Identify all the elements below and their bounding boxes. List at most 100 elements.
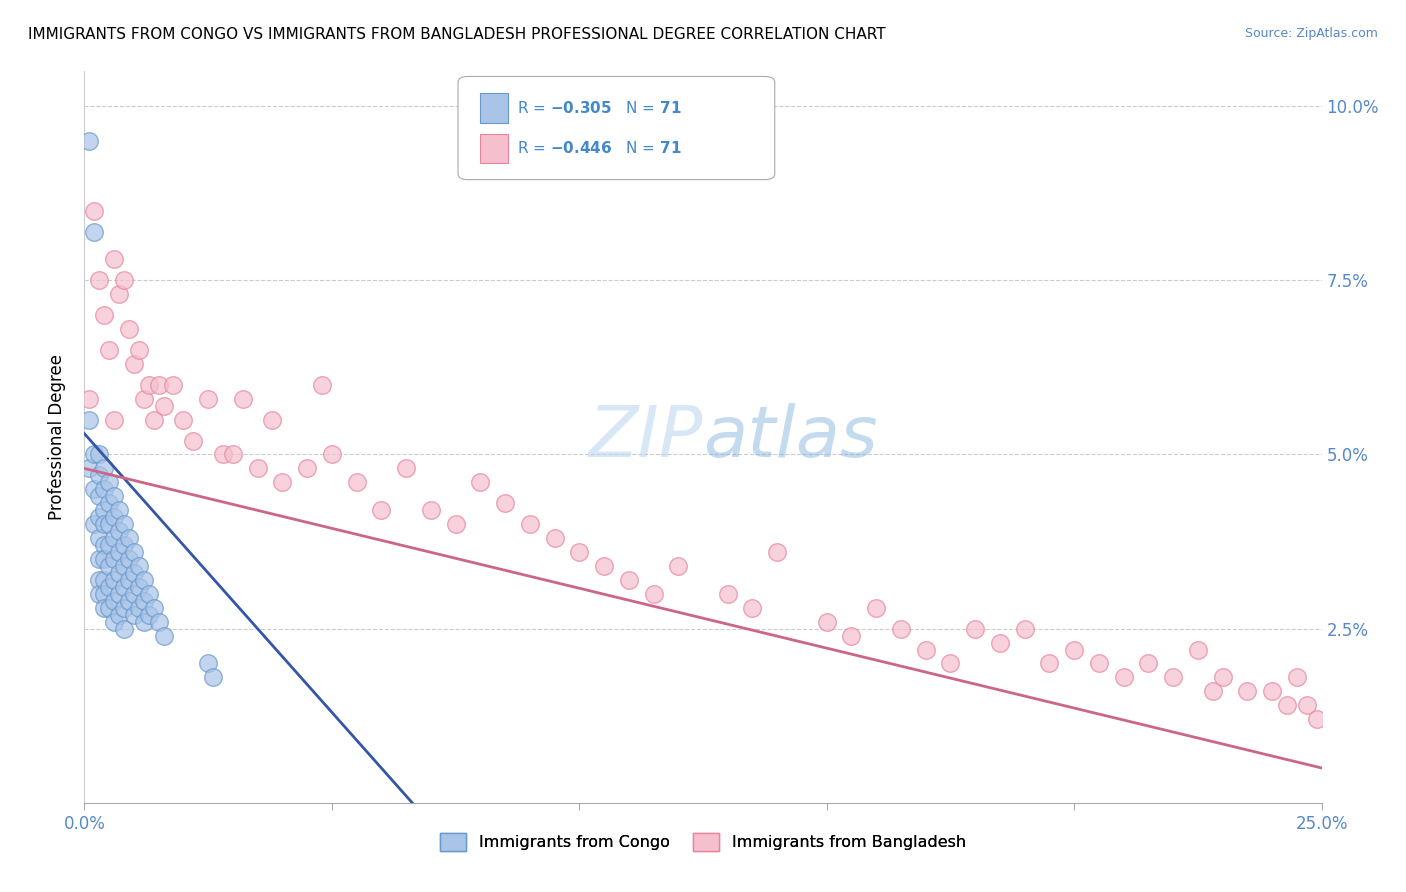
Point <box>89 489 111 503</box>
Point <box>271 475 294 490</box>
Point <box>98 343 121 357</box>
Point <box>311 377 333 392</box>
Point <box>1236 684 1258 698</box>
Point <box>1212 670 1234 684</box>
Point <box>108 566 131 580</box>
Point <box>1305 712 1327 726</box>
Point <box>1014 622 1036 636</box>
Point <box>108 587 131 601</box>
Point <box>197 657 219 671</box>
Point <box>112 538 135 552</box>
Point <box>79 134 101 148</box>
Point <box>138 607 160 622</box>
Point <box>93 461 115 475</box>
Point <box>717 587 740 601</box>
Point <box>108 607 131 622</box>
FancyBboxPatch shape <box>481 94 508 122</box>
Point <box>98 580 121 594</box>
Point <box>89 448 111 462</box>
Point <box>122 587 145 601</box>
Point <box>118 594 141 608</box>
Y-axis label: Professional Degree: Professional Degree <box>48 354 66 520</box>
Text: ZIP: ZIP <box>589 402 703 472</box>
Point <box>108 524 131 538</box>
Point <box>939 657 962 671</box>
Point <box>519 517 541 532</box>
Point <box>89 273 111 287</box>
Point <box>103 412 125 426</box>
Point <box>321 448 343 462</box>
Point <box>93 503 115 517</box>
Point <box>494 496 516 510</box>
Point <box>93 483 115 497</box>
Point <box>122 566 145 580</box>
Point <box>370 503 392 517</box>
Point <box>470 475 492 490</box>
Point <box>568 545 591 559</box>
Legend: Immigrants from Congo, Immigrants from Bangladesh: Immigrants from Congo, Immigrants from B… <box>434 827 972 857</box>
Point <box>543 531 565 545</box>
Point <box>103 531 125 545</box>
Point <box>112 273 135 287</box>
Point <box>262 412 284 426</box>
Point <box>103 252 125 267</box>
Point <box>112 600 135 615</box>
Point <box>93 552 115 566</box>
Point <box>98 600 121 615</box>
Point <box>118 322 141 336</box>
Point <box>128 600 150 615</box>
Point <box>103 594 125 608</box>
Point <box>617 573 640 587</box>
Point <box>128 558 150 573</box>
Point <box>212 448 235 462</box>
Point <box>89 587 111 601</box>
Point <box>1088 657 1111 671</box>
FancyBboxPatch shape <box>481 134 508 163</box>
Point <box>197 392 219 406</box>
Point <box>103 489 125 503</box>
Point <box>108 503 131 517</box>
Point <box>965 622 987 636</box>
Point <box>181 434 204 448</box>
Point <box>112 517 135 532</box>
Point <box>444 517 467 532</box>
Point <box>865 600 887 615</box>
Point <box>152 629 174 643</box>
Point <box>79 412 101 426</box>
Point <box>93 538 115 552</box>
Point <box>172 412 194 426</box>
Text: IMMIGRANTS FROM CONGO VS IMMIGRANTS FROM BANGLADESH PROFESSIONAL DEGREE CORRELAT: IMMIGRANTS FROM CONGO VS IMMIGRANTS FROM… <box>28 27 886 42</box>
Point <box>148 377 170 392</box>
Point <box>128 343 150 357</box>
Point <box>666 558 689 573</box>
Point <box>108 545 131 559</box>
Point <box>222 448 245 462</box>
Point <box>138 377 160 392</box>
Point <box>122 357 145 371</box>
Point <box>395 461 418 475</box>
Point <box>232 392 254 406</box>
Point <box>841 629 863 643</box>
Point <box>103 552 125 566</box>
Text: atlas: atlas <box>703 402 877 472</box>
Point <box>122 545 145 559</box>
Point <box>1275 698 1298 713</box>
Point <box>103 573 125 587</box>
Point <box>79 392 101 406</box>
Point <box>79 461 101 475</box>
Point <box>741 600 763 615</box>
FancyBboxPatch shape <box>458 77 775 179</box>
Point <box>98 496 121 510</box>
Point <box>766 545 789 559</box>
Text: Source: ZipAtlas.com: Source: ZipAtlas.com <box>1244 27 1378 40</box>
Point <box>1202 684 1225 698</box>
Text: R = $\bf{-0.446}$   N = $\bf{71}$: R = $\bf{-0.446}$ N = $\bf{71}$ <box>517 140 682 156</box>
Point <box>1261 684 1284 698</box>
Point <box>148 615 170 629</box>
Point <box>1161 670 1184 684</box>
Point <box>98 475 121 490</box>
Point <box>1285 670 1308 684</box>
Point <box>419 503 441 517</box>
Point <box>93 587 115 601</box>
Point <box>83 448 105 462</box>
